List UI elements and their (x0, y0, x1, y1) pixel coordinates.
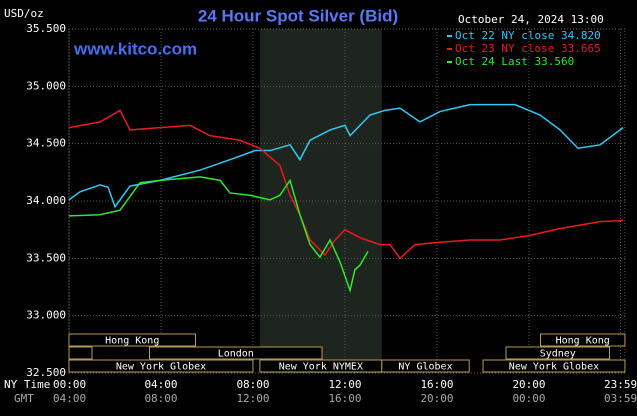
session-box (540, 333, 626, 347)
x-tick-label: 04:00 (144, 378, 177, 391)
y-tick-label: 33.000 (26, 309, 66, 322)
y-tick-label: 35.500 (26, 22, 66, 35)
y-tick-label: 34.500 (26, 137, 66, 150)
session-label: Sydney (540, 349, 576, 360)
x2-tick-label: 16:00 (328, 392, 361, 405)
x2-tick-label: 08:00 (144, 392, 177, 405)
x2-axis-label: GMT (14, 392, 34, 405)
x2-tick-label: 03:59 (604, 392, 637, 405)
x-tick-label: 12:00 (328, 378, 361, 391)
x2-tick-label: 12:00 (236, 392, 269, 405)
x2-tick-label: 20:00 (420, 392, 453, 405)
chart-title: 24 Hour Spot Silver (Bid) (198, 6, 398, 25)
x-tick-label: 00:00 (53, 378, 86, 391)
legend-label: Oct 23 NY close 33.665 (455, 42, 601, 55)
x-tick-label: 20:00 (512, 378, 545, 391)
y-unit-label: USD/oz (4, 7, 44, 20)
x2-tick-label: 04:00 (53, 392, 86, 405)
session-label: Hong Kong (105, 336, 159, 347)
x2-tick-label: 00:00 (512, 392, 545, 405)
date-label: October 24, 2024 13:00 (458, 13, 604, 26)
y-tick-label: 33.500 (26, 251, 66, 264)
y-tick-label: 34.000 (26, 194, 66, 207)
session-box (68, 346, 93, 360)
session-box (68, 333, 196, 347)
session-label: New York NYMEX (279, 362, 363, 373)
session-box (482, 359, 626, 373)
legend-label: Oct 24 Last 33.560 (455, 55, 574, 68)
x-tick-label: 08:00 (236, 378, 269, 391)
session-box (381, 359, 470, 373)
shaded-region (259, 29, 382, 373)
session-box (505, 346, 610, 360)
x-tick-label: 16:00 (420, 378, 453, 391)
watermark: www.kitco.com (73, 39, 197, 58)
session-box (149, 346, 323, 360)
x-tick-label: 23:59 (604, 378, 637, 391)
session-label: New York Globex (509, 362, 599, 373)
session-label: New York Globex (116, 362, 206, 373)
legend-label: Oct 22 NY close 34.820 (455, 29, 601, 42)
series-line (68, 103, 624, 209)
legend-swatch (447, 61, 452, 63)
series-line (68, 176, 369, 294)
y-tick-label: 32.500 (26, 366, 66, 379)
legend-swatch (447, 48, 452, 50)
session-label: NY Globex (398, 362, 452, 373)
legend-swatch (447, 35, 452, 37)
series-line (68, 109, 624, 260)
y-tick-label: 35.000 (26, 79, 66, 92)
session-label: Hong Kong (556, 336, 610, 347)
session-label: London (218, 349, 254, 360)
session-box (68, 359, 254, 373)
x-axis-label: NY Time (4, 378, 50, 391)
